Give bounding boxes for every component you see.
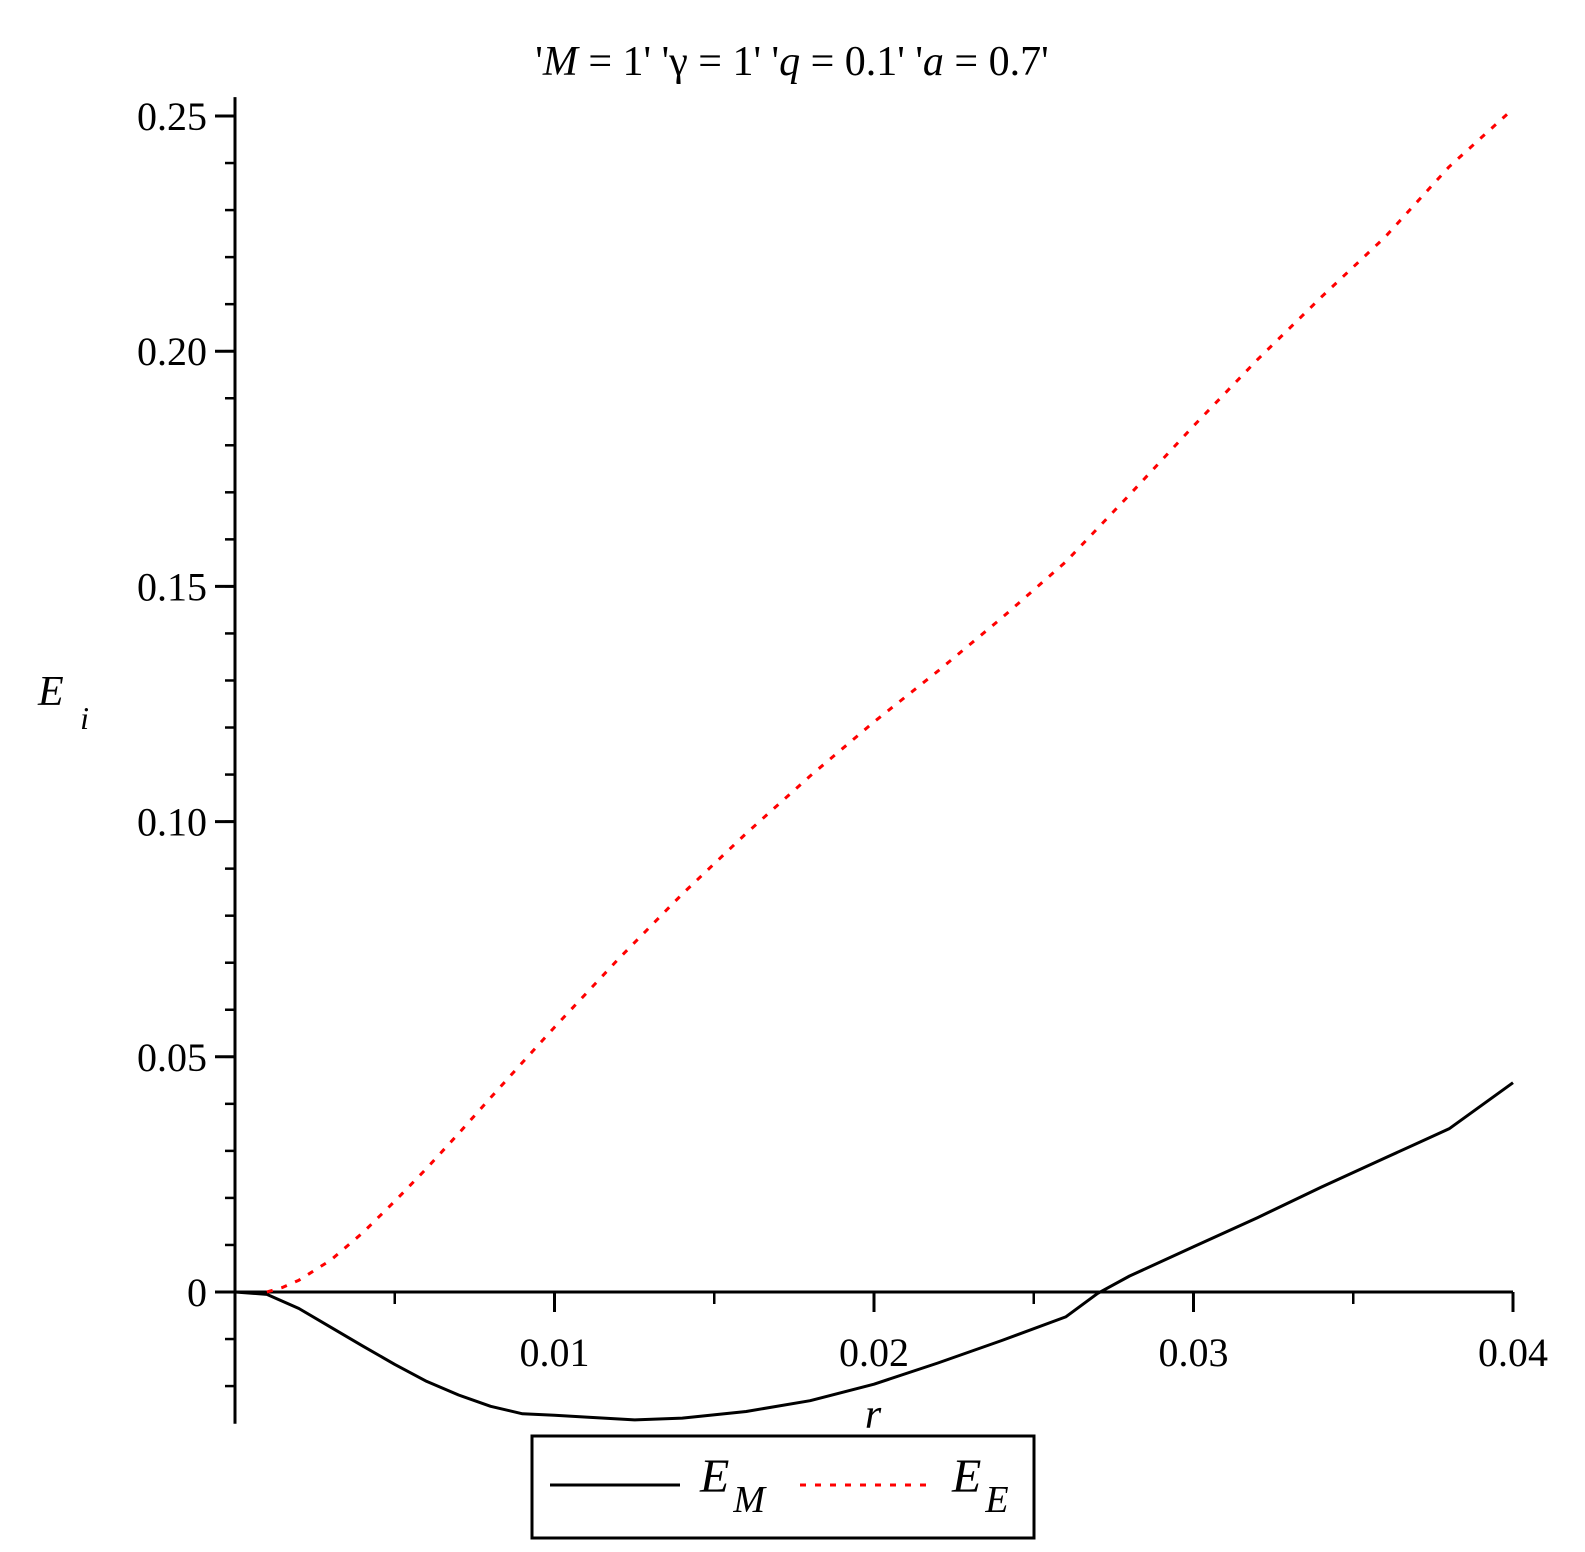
y-tick-label: 0.20 (137, 329, 207, 374)
series-line-e-e (266, 107, 1515, 1294)
x-tick-label: 0.02 (839, 1330, 909, 1375)
y-axis-label-main: E (37, 669, 64, 715)
x-axis: 0.01 0.02 0.03 0.04 (235, 1290, 1548, 1375)
plot-series (234, 107, 1515, 1422)
x-tick-label: 0.03 (1159, 1330, 1229, 1375)
chart-title-part: = 1' ' (688, 39, 779, 85)
chart-title-part: = 0.1' ' (800, 39, 923, 85)
y-axis-label: E i (37, 669, 89, 736)
chart-title-part: M (542, 39, 580, 85)
y-tick-label: 0.25 (137, 94, 207, 139)
chart-title-part: = 0.7' (944, 39, 1049, 85)
legend-box (530, 1434, 1036, 1540)
chart-title-part: γ (668, 39, 688, 85)
chart-title-part: = 1' ' (578, 39, 669, 85)
x-tick-label: 0.01 (520, 1330, 590, 1375)
chart-title: 'M = 1' 'γ = 1' 'q = 0.1' 'a = 0.7' (535, 39, 1048, 85)
x-axis-label: r (865, 1392, 882, 1438)
series-line-e-m (234, 1081, 1514, 1422)
chart-title-part: a (923, 39, 944, 85)
y-axis-label-sub: i (80, 700, 89, 736)
y-tick-label: 0 (187, 1270, 207, 1315)
y-axis: 0 0.05 0.10 0.15 0.20 0.25 (137, 94, 237, 1424)
y-tick-label: 0.05 (137, 1035, 207, 1080)
chart-title-part: ' (535, 39, 543, 85)
x-tick-label: 0.04 (1478, 1330, 1548, 1375)
chart-title-part: q (779, 39, 800, 85)
y-tick-label: 0.10 (137, 800, 207, 845)
y-tick-label: 0.15 (137, 564, 207, 609)
